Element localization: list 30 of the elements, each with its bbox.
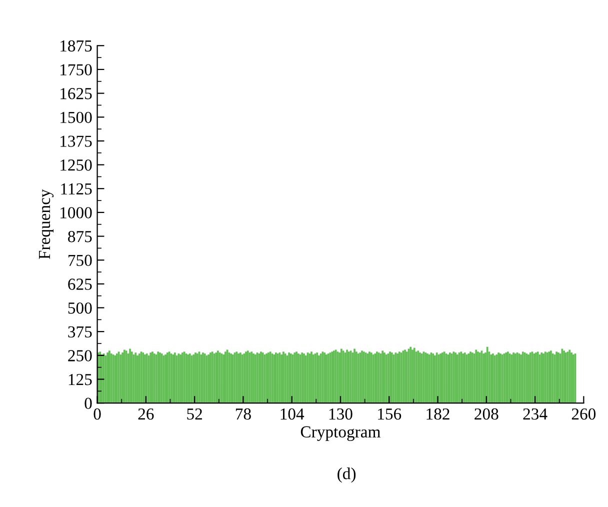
x-tick-label: 78 <box>236 408 251 420</box>
y-tick-label: 875 <box>68 230 92 242</box>
x-tick-label: 26 <box>138 408 154 420</box>
y-tick-label: 1000 <box>60 207 92 218</box>
x-tick-label: 52 <box>187 408 202 420</box>
y-tick-label: 1250 <box>60 159 92 171</box>
y-tick-label: 625 <box>68 278 92 290</box>
y-tick-label: 750 <box>68 254 92 266</box>
x-tick-label: 0 <box>94 408 101 420</box>
y-tick-label: 500 <box>68 302 92 314</box>
y-tick-label: 125 <box>68 374 92 386</box>
x-tick-label: 234 <box>523 408 548 420</box>
x-tick-label: 156 <box>378 408 402 420</box>
x-tick-label: 208 <box>474 408 498 420</box>
y-tick-label: 0 <box>84 398 92 410</box>
x-axis-title: Cryptogram <box>300 426 380 441</box>
x-tick-label: 104 <box>280 408 304 420</box>
text: (d) <box>338 468 356 483</box>
x-tick-label: 260 <box>572 408 596 420</box>
y-tick-label: 1375 <box>60 136 92 147</box>
y-tick-label: 1625 <box>60 88 92 100</box>
y-tick-label: 1125 <box>61 183 92 195</box>
y-tick-label: 250 <box>68 350 92 362</box>
y-tick-label: 1500 <box>60 112 92 124</box>
y-tick-label: 1875 <box>60 40 92 52</box>
x-tick-label: 182 <box>426 408 450 420</box>
y-tick-label: 1750 <box>60 64 92 76</box>
y-axis-title: Frequency <box>39 189 54 260</box>
y-tick-label: 375 <box>68 326 92 338</box>
x-tick-label: 130 <box>329 408 352 420</box>
